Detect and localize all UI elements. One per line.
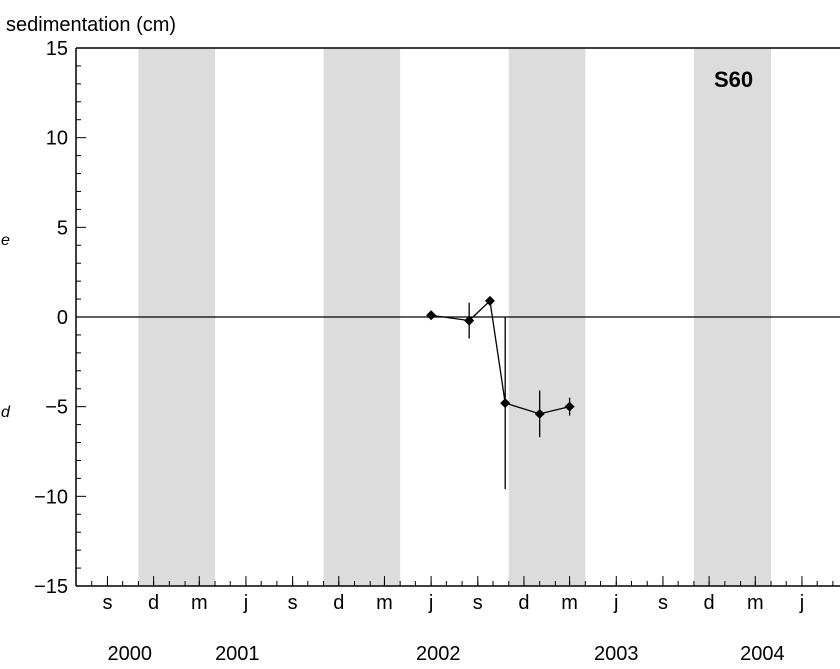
x-year-label: 2004 <box>740 643 785 665</box>
data-series <box>426 295 575 490</box>
data-point <box>426 310 437 321</box>
data-point <box>464 315 475 326</box>
x-month-label: j <box>613 592 618 614</box>
y-tick-label: 0 <box>57 307 68 329</box>
y-tick-label: 10 <box>46 128 68 150</box>
panel-label: S60 <box>714 67 753 92</box>
series-line <box>431 299 570 415</box>
x-year-label: 2000 <box>108 643 153 665</box>
data-point <box>500 398 511 409</box>
x-month-label: d <box>333 592 344 614</box>
y-tick-label: 15 <box>46 38 68 60</box>
x-year-label: 2002 <box>416 643 461 665</box>
x-month-label: s <box>102 592 112 614</box>
y-axis-label: sedimentation (cm) <box>6 14 176 36</box>
margin-glyph-e: e <box>1 232 10 249</box>
x-month-label: m <box>376 592 393 614</box>
x-month-label: s <box>658 592 668 614</box>
y-tick-label: −5 <box>45 397 68 419</box>
x-month-label: j <box>799 592 804 614</box>
x-year-label: 2003 <box>594 643 639 665</box>
margin-glyph-d: d <box>1 404 11 421</box>
x-year-label: 2001 <box>215 643 260 665</box>
x-month-label: d <box>518 592 529 614</box>
y-tick-label: −15 <box>34 576 68 598</box>
data-point <box>534 408 545 419</box>
x-month-label: j <box>243 592 248 614</box>
axes <box>75 47 840 587</box>
x-month-label: d <box>704 592 715 614</box>
data-point <box>564 401 575 412</box>
x-month-label: s <box>288 592 298 614</box>
data-point <box>484 295 495 306</box>
x-month-label: m <box>747 592 764 614</box>
x-month-label: d <box>148 592 159 614</box>
tick-labels: 15 10 5 0 −5 −10 −15 s d m j s d m j s d m j s d m j 2000 2001 20… <box>34 38 804 665</box>
x-month-label: m <box>191 592 208 614</box>
y-tick-label: −10 <box>34 486 68 508</box>
x-month-label: m <box>561 592 578 614</box>
y-tick-label: 5 <box>57 217 68 239</box>
x-month-label: j <box>428 592 433 614</box>
x-month-label: s <box>473 592 483 614</box>
